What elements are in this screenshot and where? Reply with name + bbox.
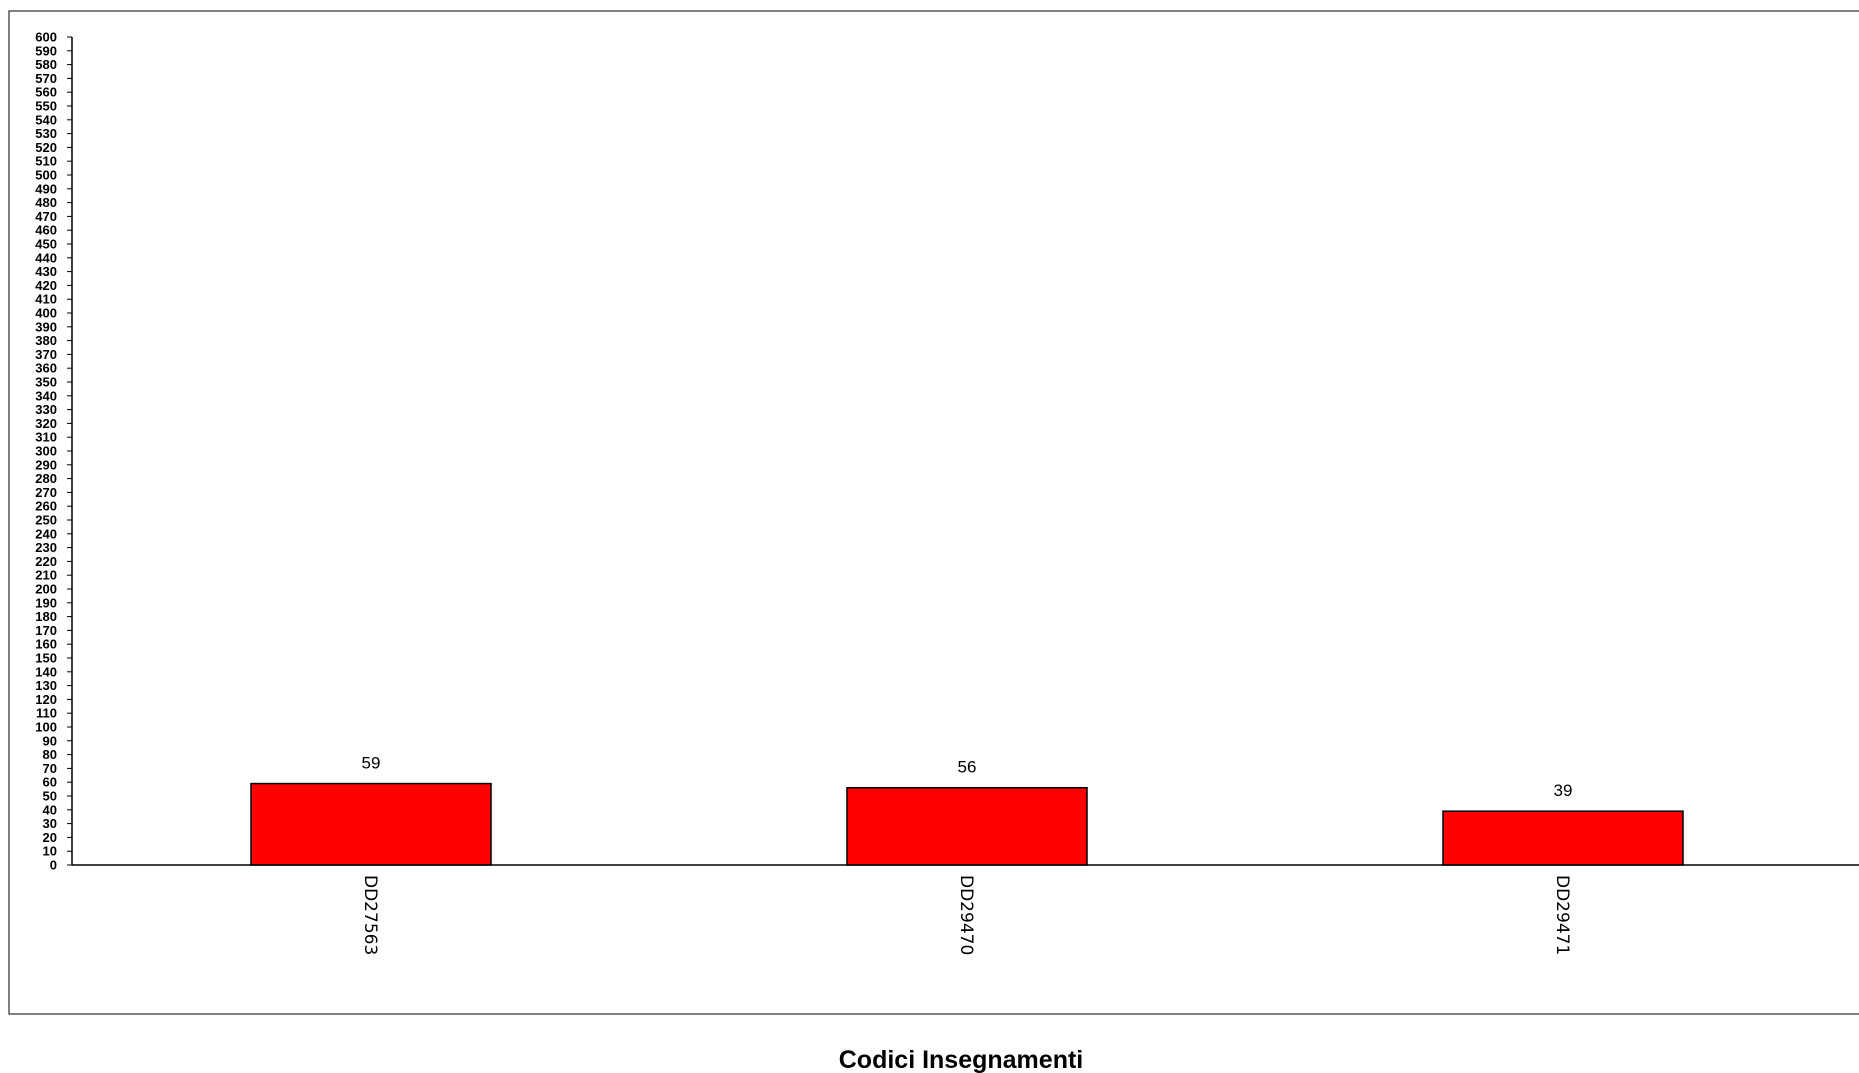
y-tick-label: 100 [35,720,57,735]
y-tick-label: 260 [35,499,57,514]
data-label-DD27563: 59 [362,754,381,773]
y-tick-label: 460 [35,223,57,238]
y-tick-label: 360 [35,361,57,376]
y-tick-label: 340 [35,388,57,403]
y-tick-label: 420 [35,278,57,293]
y-tick-label: 540 [35,112,57,127]
y-tick-label: 200 [35,582,57,597]
y-tick-label: 400 [35,306,57,321]
y-tick-label: 280 [35,471,57,486]
y-tick-label: 530 [35,126,57,141]
y-tick-label: 570 [35,71,57,86]
y-tick-label: 40 [43,802,57,817]
y-tick-label: 390 [35,319,57,334]
data-label-DD29470: 56 [958,758,977,777]
y-tick-label: 270 [35,485,57,500]
y-tick-label: 430 [35,264,57,279]
y-tick-label: 50 [43,789,57,804]
y-tick-label: 350 [35,375,57,390]
x-axis-title: Codici Insegnamenti [839,1046,1083,1073]
bar-DD27563 [250,782,492,866]
x-tick-label-DD29471: DD29471 [1552,875,1572,955]
y-tick-label: 180 [35,609,57,624]
y-tick-label: 470 [35,209,57,224]
y-tick-label: 440 [35,250,57,265]
y-tick-label: 550 [35,99,57,114]
y-tick-label: 560 [35,85,57,100]
y-tick-label: 70 [43,761,57,776]
y-tick-label: 210 [35,568,57,583]
y-tick-label: 600 [35,30,57,45]
y-axis: 0102030405060708090100110120130140150160… [35,30,73,873]
x-tick-label-DD27563: DD27563 [360,875,380,955]
y-tick-label: 110 [36,706,57,721]
y-tick-label: 380 [35,333,57,348]
y-tick-label: 150 [35,651,57,666]
y-tick-label: 480 [35,195,57,210]
y-tick-label: 10 [43,844,57,859]
x-tick-label-DD29470: DD29470 [956,875,976,955]
y-tick-label: 450 [35,237,57,252]
bars [250,782,1684,866]
x-axis: DD27563 DD29470 DD29471 [72,864,1859,955]
y-tick-label: 160 [35,637,57,652]
y-tick-label: 370 [35,347,57,362]
y-tick-label: 310 [35,430,57,445]
y-tick-label: 80 [43,747,57,762]
data-label-DD29471: 39 [1554,781,1573,800]
y-tick-label: 410 [35,292,57,307]
y-tick-label: 220 [35,554,57,569]
y-tick-label: 130 [35,678,57,693]
y-tick-label: 0 [50,858,57,873]
y-tick-label: 320 [35,416,57,431]
y-tick-label: 90 [43,733,57,748]
y-tick-label: 30 [43,816,57,831]
bar-DD29471 [1442,810,1684,866]
y-tick-label: 240 [35,526,57,541]
y-tick-label: 590 [35,43,57,58]
bar-DD29470 [846,786,1088,866]
y-tick-label: 300 [35,444,57,459]
y-tick-label: 230 [35,540,57,555]
y-tick-label: 500 [35,168,57,183]
y-tick-label: 290 [35,457,57,472]
y-tick-label: 580 [35,57,57,72]
y-tick-label: 60 [43,775,57,790]
y-tick-label: 140 [35,664,57,679]
y-tick-label: 330 [35,402,57,417]
y-tick-label: 510 [35,154,57,169]
data-labels: 59 56 39 [362,754,1573,801]
y-tick-label: 190 [35,595,57,610]
y-tick-label: 520 [35,140,57,155]
y-tick-label: 490 [35,181,57,196]
y-tick-label: 120 [35,692,57,707]
y-tick-label: 170 [35,623,57,638]
y-tick-label: 20 [43,830,57,845]
y-tick-label: 250 [35,513,57,528]
